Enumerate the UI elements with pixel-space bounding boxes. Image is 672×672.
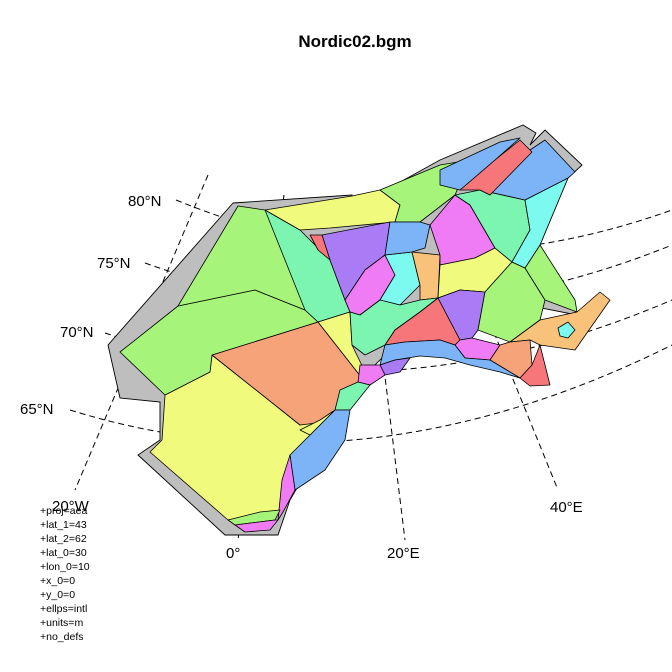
proj-param: +no_defs xyxy=(40,631,84,643)
cell-blue-strip xyxy=(439,137,521,191)
proj-param: +lat_1=43 xyxy=(40,519,87,531)
proj-param: +proj=aea xyxy=(40,505,87,517)
cell-magenta-tip xyxy=(234,519,279,533)
cell-red-small xyxy=(309,234,331,261)
lat-label-80: 80°N xyxy=(128,193,162,210)
cell-magenta-coast xyxy=(277,454,296,521)
proj-param: +x_0=0 xyxy=(40,575,75,587)
proj-param: +lon_0=10 xyxy=(40,561,90,573)
map-title: Nordic02.bgm xyxy=(298,32,411,51)
proj-param: +y_0=0 xyxy=(40,589,75,601)
proj-param: +lat_0=30 xyxy=(40,547,87,559)
lat-label-70: 70°N xyxy=(60,324,94,341)
lon-label-20w: 20°W xyxy=(52,498,90,515)
lat-line-65 xyxy=(69,344,672,444)
cell-magenta-south xyxy=(357,364,386,386)
cell-blue-south xyxy=(289,409,351,491)
lat-label-65: 65°N xyxy=(20,401,54,418)
cells xyxy=(119,137,611,533)
projection-params: +proj=aea +lat_1=43 +lat_2=62 +lat_0=30 … xyxy=(40,505,90,643)
proj-param: +ellps=intl xyxy=(40,603,87,615)
proj-param: +lat_2=62 xyxy=(40,533,87,545)
lon-label-20e: 20°E xyxy=(387,545,420,562)
cell-blue-norway xyxy=(384,221,431,256)
cell-aqua-small xyxy=(557,321,576,339)
lon-label-0: 0° xyxy=(226,545,240,562)
cell-center-yellow xyxy=(317,311,369,383)
lat-label-75: 75°N xyxy=(97,255,131,272)
cell-red-se xyxy=(519,344,551,387)
lon-label-40e: 40°E xyxy=(550,499,583,516)
cell-yellow-coast xyxy=(299,409,336,436)
cell-green-south xyxy=(227,509,281,526)
proj-param: +units=m xyxy=(40,617,83,629)
cell-mint-coast xyxy=(334,381,371,411)
cell-orange-east xyxy=(509,291,611,351)
